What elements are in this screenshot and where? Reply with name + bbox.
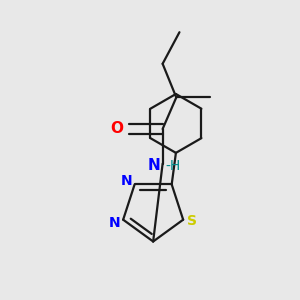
Text: S: S [187,214,196,228]
Text: N: N [120,174,132,188]
Text: N: N [109,216,121,230]
Text: -H: -H [166,159,181,173]
Text: O: O [110,122,123,136]
Text: N: N [148,158,161,173]
